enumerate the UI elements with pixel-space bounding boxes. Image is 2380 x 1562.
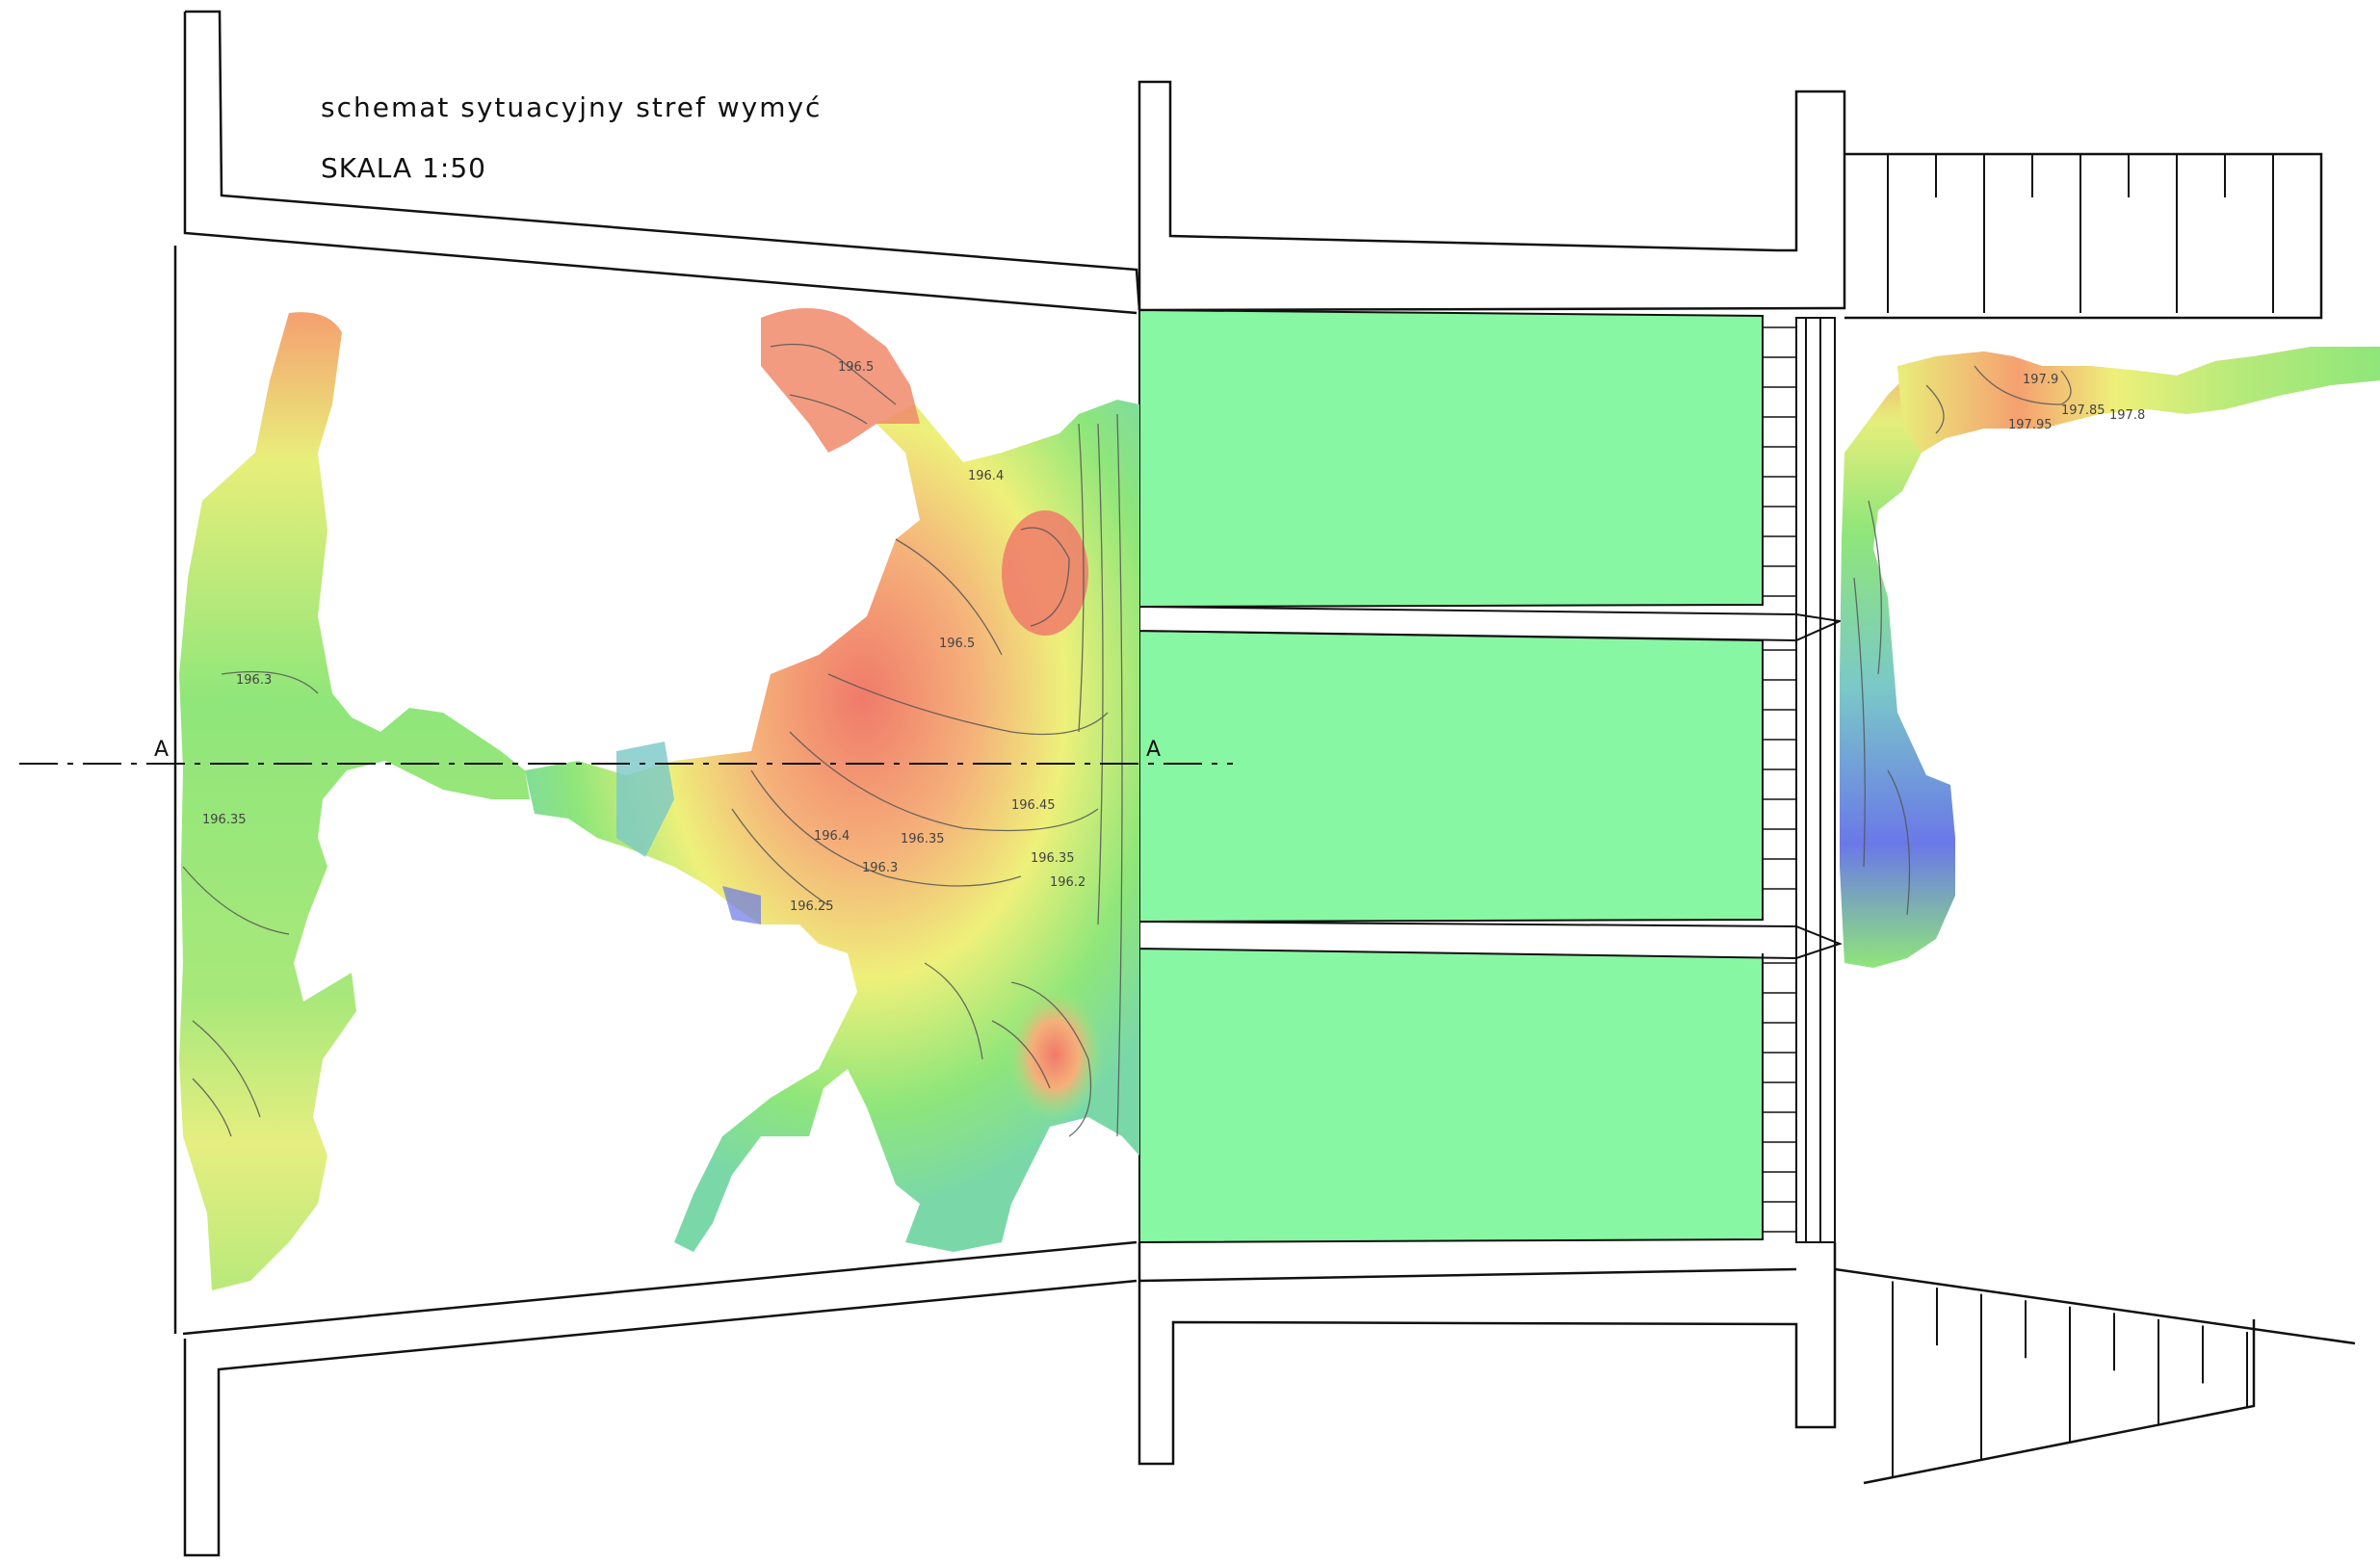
contour-label: 196.45 <box>1011 798 1056 813</box>
contour-label: 197.9 <box>2023 373 2058 387</box>
scour-zone-center <box>525 308 1139 1252</box>
contour-label-group: 196.5 196.4 196.5 196.4 196.35 196.3 196… <box>202 360 2145 914</box>
contour-label: 196.3 <box>862 861 898 875</box>
contour-label: 196.4 <box>968 469 1004 483</box>
slab-bottom <box>1138 947 1764 1244</box>
pier-walls <box>1138 80 1846 1466</box>
contour-label: 196.5 <box>838 360 874 375</box>
rack-rungs <box>1763 326 1796 1233</box>
contour-label: 197.8 <box>2109 408 2145 423</box>
slab-middle <box>1138 629 1764 924</box>
contour-label: 197.95 <box>2008 418 2053 432</box>
section-label-right: A <box>1146 738 1162 762</box>
lower-ticks <box>1892 1281 2248 1478</box>
contour-label: 197.85 <box>2061 404 2105 418</box>
contour-label: 196.5 <box>939 637 975 651</box>
right-lower-structure <box>1834 1267 2356 1485</box>
contour-label: 196.25 <box>790 899 834 914</box>
slab-group <box>1138 308 1764 1244</box>
rack-structure <box>1762 317 1836 1243</box>
contour-lines <box>182 343 2072 1137</box>
contour-label: 196.35 <box>901 832 945 846</box>
contour-label: 196.3 <box>236 673 272 688</box>
contour-label: 196.35 <box>202 813 247 827</box>
scour-zone-left-strip <box>179 312 530 1291</box>
section-label-left: A <box>154 738 170 762</box>
drawing-scale: SKALA 1:50 <box>321 152 486 184</box>
contour-label: 196.4 <box>814 829 850 844</box>
scour-zone-right <box>1840 347 2380 968</box>
upper-ticks <box>1887 154 2274 313</box>
slab-top <box>1138 308 1764 609</box>
right-upper-structure <box>1844 152 2323 320</box>
left-wall <box>173 10 1141 1557</box>
contour-label: 196.35 <box>1031 851 1075 866</box>
contour-label: 196.2 <box>1050 875 1085 890</box>
drawing-title: schemat sytuacyjny stref wymyć <box>321 91 823 123</box>
